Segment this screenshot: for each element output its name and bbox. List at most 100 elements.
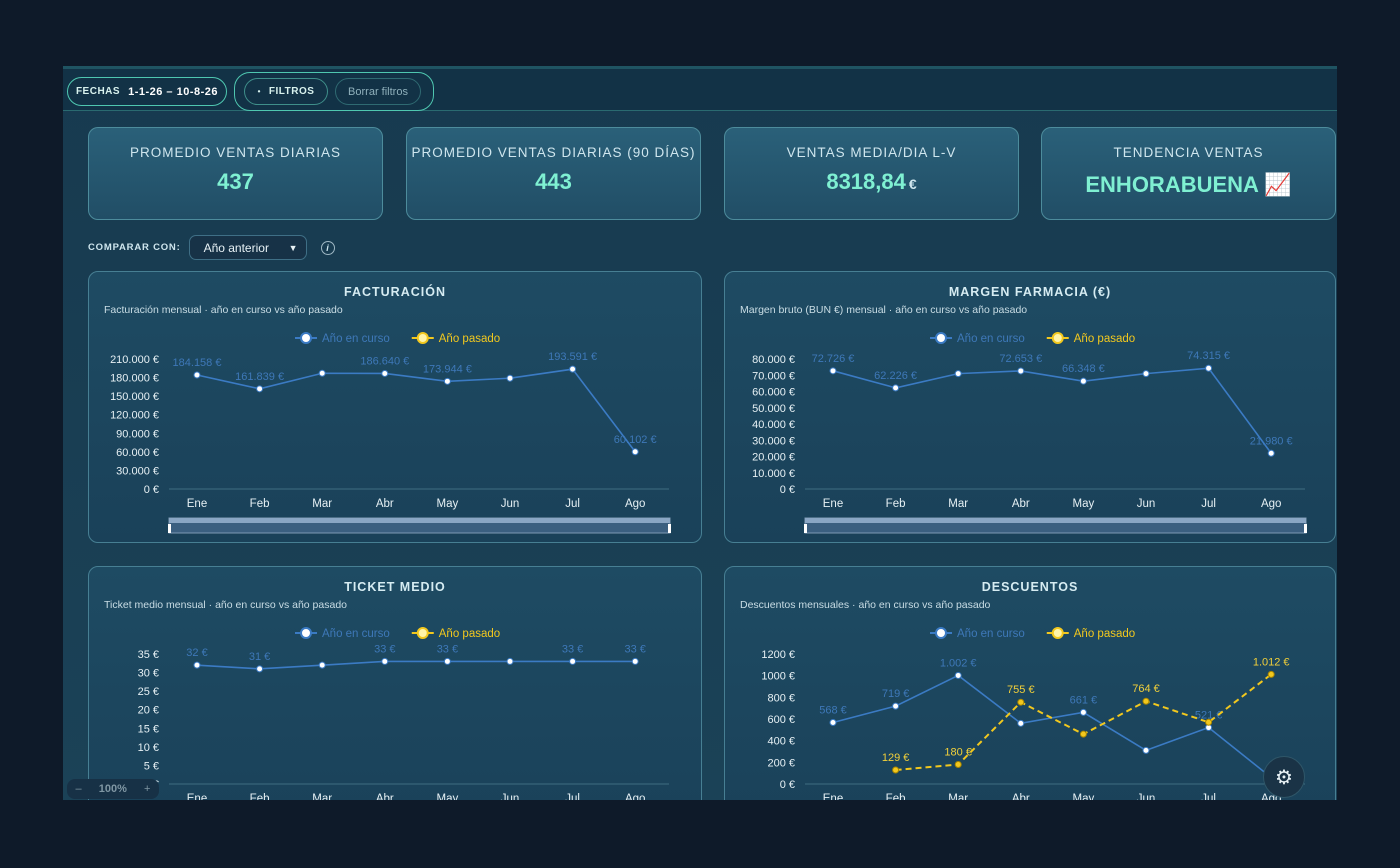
value-label: 74.315 € <box>1187 350 1230 362</box>
data-point <box>1205 718 1213 726</box>
value-label: 62.226 € <box>874 370 917 382</box>
value-label: 755 € <box>1007 684 1035 696</box>
chart-subtitle: Ticket medio mensual · año en curso vs a… <box>104 599 347 611</box>
data-point <box>193 371 201 379</box>
data-point <box>1205 364 1213 372</box>
legend-marker <box>1051 627 1064 639</box>
zoom-in[interactable]: + <box>144 783 151 795</box>
y-tick-label: 1000 € <box>761 671 795 683</box>
dates-value: 1-1-26 – 10-8-26 <box>128 85 219 98</box>
data-point <box>829 718 837 726</box>
value-label: 72.653 € <box>999 353 1042 365</box>
dates-filter[interactable]: FECHAS 1-1-26 – 10-8-26 <box>67 77 227 106</box>
legend-label: Año en curso <box>957 628 1025 640</box>
compare-label: COMPARAR CON: <box>88 242 181 253</box>
series-line <box>832 674 1272 779</box>
y-tick-label: 30.000 € <box>116 465 159 477</box>
zoom-slider-top <box>805 518 1306 523</box>
value-label: 72.726 € <box>812 353 855 365</box>
x-tick-label: Abr <box>1012 793 1030 800</box>
y-tick-label: 80.000 € <box>752 354 795 366</box>
data-point <box>954 761 962 768</box>
zoom-control: – 100% + <box>67 779 159 799</box>
y-tick-label: 50.000 € <box>752 403 795 415</box>
kpi-value: ENHORABUENA 📈 <box>1085 172 1292 197</box>
y-tick-label: 150.000 € <box>110 391 159 403</box>
toolbar: FECHAS 1-1-26 – 10-8-26 • FILTROS Borrar … <box>63 66 1337 111</box>
data-point <box>829 367 837 375</box>
data-point <box>256 665 264 673</box>
data-point <box>1142 746 1150 754</box>
x-tick-label: Ene <box>823 793 843 800</box>
data-point <box>318 661 326 669</box>
info-icon[interactable]: i <box>320 240 335 255</box>
y-tick-label: 0 € <box>780 779 795 791</box>
legend-label: Año pasado <box>1074 628 1135 640</box>
kpi-label: PROMEDIO VENTAS DIARIAS (90 DÍAS) <box>411 145 696 160</box>
kpi-value: 443 <box>535 169 572 194</box>
x-tick-label: Abr <box>376 793 394 800</box>
legend-item: Año pasado <box>411 627 500 640</box>
data-point <box>1017 367 1025 375</box>
value-label: 31 € <box>249 651 270 663</box>
data-point <box>954 370 962 378</box>
data-point <box>506 374 514 382</box>
value-label: 568 € <box>819 704 847 716</box>
x-tick-label: Ago <box>1261 793 1281 800</box>
legend-marker <box>300 332 312 344</box>
legend-marker <box>300 627 312 639</box>
select-value: Año anterior <box>203 240 269 255</box>
compare-row: COMPARAR CON: Año anterior ▼ i <box>88 234 335 261</box>
y-tick-label: 30 € <box>138 668 159 680</box>
x-tick-label: Jul <box>1201 498 1216 510</box>
y-tick-label: 60.000 € <box>752 387 795 399</box>
x-tick-label: Jul <box>1201 793 1216 800</box>
x-tick-label: Feb <box>250 498 270 510</box>
settings-button[interactable]: ⚙ <box>1263 756 1305 798</box>
compare-select[interactable]: Año anterior ▼ <box>188 235 307 260</box>
chart-panel: MARGEN FARMACIA (€) Margen bruto (BUN €) … <box>724 271 1336 543</box>
value-label: 129 € <box>882 752 910 764</box>
chart-subtitle: Facturación mensual · año en curso vs añ… <box>104 304 343 316</box>
value-label: 33 € <box>562 643 583 655</box>
y-tick-label: 200 € <box>767 757 795 769</box>
x-tick-label: Ene <box>823 498 843 510</box>
data-point <box>256 385 264 393</box>
value-label: 180 € <box>944 747 972 759</box>
kpi-unit: € <box>908 176 917 192</box>
data-point <box>569 365 577 373</box>
data-point <box>892 384 900 392</box>
clear-filters[interactable]: Borrar filtros <box>335 78 421 105</box>
legend-marker <box>935 332 947 344</box>
series-line <box>196 368 636 453</box>
x-tick-label: May <box>437 498 459 510</box>
x-tick-label: Mar <box>312 498 332 510</box>
data-point <box>1017 719 1025 727</box>
legend-item: Año en curso <box>930 332 1025 345</box>
y-tick-label: 70.000 € <box>752 370 795 382</box>
x-tick-label: Jul <box>565 498 580 510</box>
x-tick-label: Ene <box>187 793 207 800</box>
y-tick-label: 15 € <box>138 723 159 735</box>
zoom-slider-top <box>169 518 670 523</box>
y-tick-label: 0 € <box>780 484 795 496</box>
value-label: 186.640 € <box>360 355 409 367</box>
legend-label: Año pasado <box>1074 333 1135 345</box>
value-label: 521 € <box>1195 710 1223 722</box>
value-label: 33 € <box>437 643 458 655</box>
data-point <box>381 657 389 665</box>
x-tick-label: Feb <box>250 793 270 800</box>
y-tick-label: 20.000 € <box>752 452 795 464</box>
chevron: ▼ <box>288 242 298 253</box>
data-point <box>1267 449 1275 457</box>
y-tick-label: 600 € <box>767 714 795 726</box>
legend-item: Año en curso <box>295 332 390 345</box>
x-tick-label: Jun <box>501 793 520 800</box>
filters-button[interactable]: • FILTROS <box>244 78 328 105</box>
zoom-out[interactable]: – <box>75 783 82 795</box>
zoom-handle <box>668 524 671 533</box>
x-tick-label: Ene <box>187 498 207 510</box>
x-tick-label: Mar <box>948 793 968 800</box>
value-label: 661 € <box>1070 694 1098 706</box>
